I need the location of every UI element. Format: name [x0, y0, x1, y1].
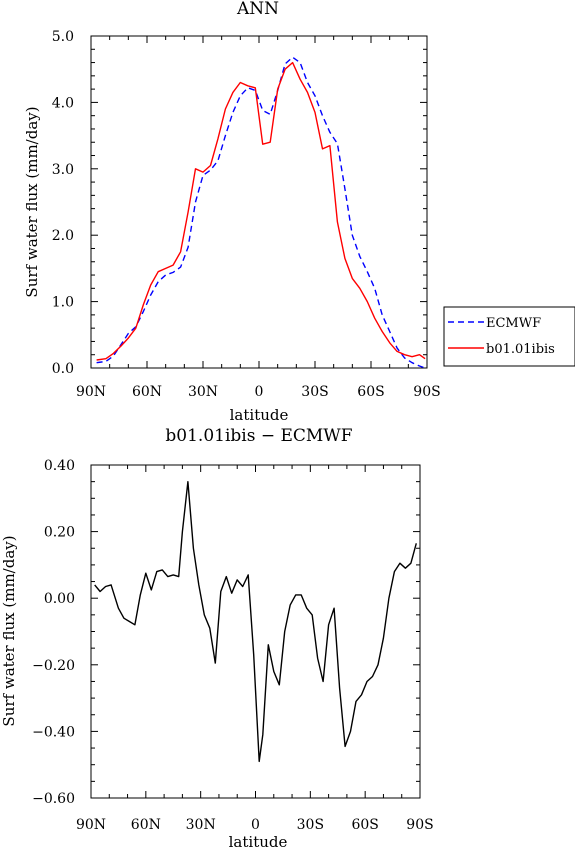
bottom-axis-ticks	[90, 464, 421, 799]
top-chart-title: ANN	[236, 0, 279, 19]
legend-label-ecmwf: ECMWF	[486, 316, 541, 331]
top-x-tick-label: 90N	[76, 384, 106, 400]
top-y-axis-title: Surf water flux (mm/day)	[23, 106, 41, 297]
top-x-tick-label: 90S	[413, 384, 440, 400]
bottom-y-axis-title: Surf water flux (mm/day)	[0, 535, 18, 726]
bottom-chart-title: b01.01ibis − ECMWF	[165, 426, 352, 446]
bottom-series-line-difference	[94, 481, 417, 763]
top-y-tick-label: 5.0	[52, 29, 74, 45]
bottom-y-tick-label: 0.40	[44, 458, 75, 474]
top-series-lines	[96, 56, 426, 369]
top-y-tick-labels: 0.0 1.0 2.0 3.0 4.0 5.0	[52, 29, 74, 377]
top-x-tick-label: 30S	[301, 384, 328, 400]
bottom-x-tick-label: 90N	[76, 817, 106, 833]
legend-box	[443, 306, 575, 367]
top-axis-ticks	[90, 35, 428, 369]
top-y-tick-label: 0.0	[52, 361, 74, 377]
bottom-x-tick-label: 90S	[406, 817, 433, 833]
top-x-tick-labels: 90N 60N 30N 0 30S 60S 90S	[76, 384, 441, 400]
bottom-y-tick-label: −0.20	[32, 658, 75, 674]
bottom-plot-frame	[90, 464, 421, 799]
top-x-tick-label: 60N	[132, 384, 162, 400]
bottom-x-tick-label: 30N	[186, 817, 216, 833]
bottom-x-axis-title: latitude	[229, 833, 288, 851]
top-x-tick-label: 0	[255, 384, 264, 400]
legend: ECMWF b01.01ibis	[443, 306, 575, 367]
top-y-tick-label: 1.0	[52, 295, 74, 311]
top-y-tick-label: 2.0	[52, 228, 74, 244]
bottom-y-tick-label: 0.20	[44, 525, 75, 541]
bottom-chart-panel: b01.01ibis − ECMWF 90N 60N 30N 0 30S 60S 90S 0…	[0, 426, 434, 851]
top-x-tick-label: 30N	[188, 384, 218, 400]
bottom-y-tick-labels: 0.40 0.20 0.00 −0.20 −0.40 −0.60	[32, 458, 75, 807]
top-chart-panel: ANN 90N 60N 30N 0 30S 60S 90S 0.0 1.0 2.0 3.0 4.0 5…	[23, 0, 575, 424]
bottom-x-tick-label: 60S	[351, 817, 378, 833]
bottom-y-tick-label: −0.40	[32, 724, 75, 740]
bottom-x-tick-labels: 90N 60N 30N 0 30S 60S 90S	[76, 817, 434, 833]
bottom-y-tick-label: −0.60	[32, 791, 75, 807]
top-x-tick-label: 60S	[357, 384, 384, 400]
top-x-axis-title: latitude	[230, 406, 289, 424]
top-y-tick-label: 4.0	[52, 95, 74, 111]
legend-label-ibis: b01.01ibis	[486, 342, 555, 357]
bottom-x-tick-label: 30S	[297, 817, 324, 833]
top-series-line-b01-01ibis	[96, 61, 426, 361]
bottom-series-lines	[94, 481, 417, 763]
top-y-tick-label: 3.0	[52, 162, 74, 178]
top-series-line-ecmwf	[96, 56, 426, 369]
bottom-y-tick-label: 0.00	[44, 591, 75, 607]
bottom-x-tick-label: 0	[251, 817, 260, 833]
top-plot-frame	[90, 35, 428, 369]
bottom-x-tick-label: 60N	[131, 817, 161, 833]
